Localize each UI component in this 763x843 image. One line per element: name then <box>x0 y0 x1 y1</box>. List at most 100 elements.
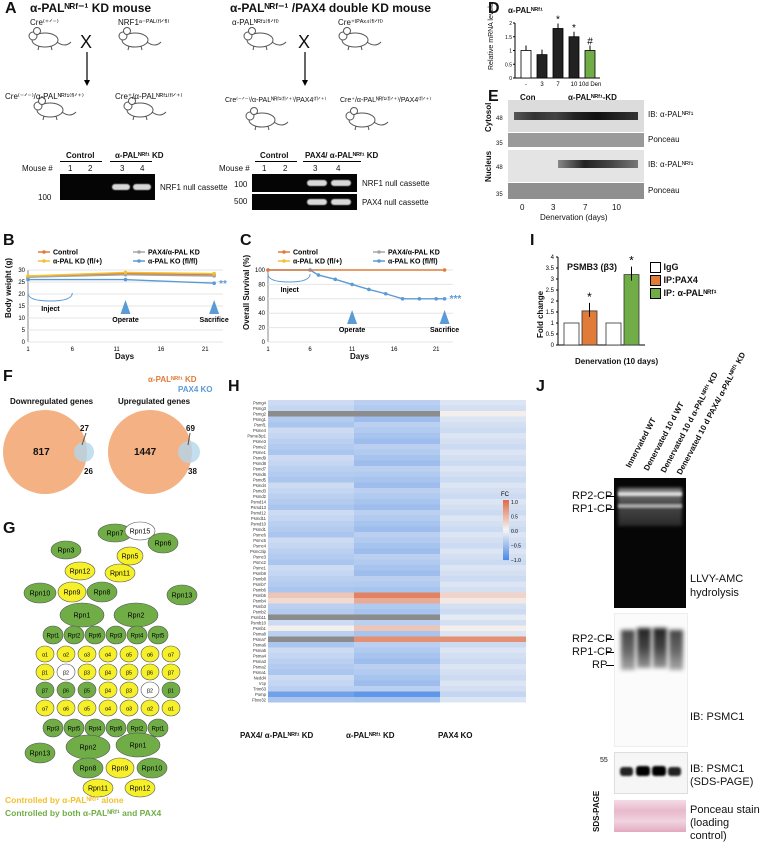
series-point <box>434 297 438 301</box>
heatmap-cell <box>440 537 526 543</box>
proteasome-subunit-label: Rpn10 <box>30 591 51 598</box>
f-up-a: 1447 <box>134 447 157 458</box>
proteasome-subunit <box>119 645 139 663</box>
c-xlabel: Days <box>350 352 370 361</box>
series-point <box>383 291 388 296</box>
heatmap-cell <box>440 686 526 692</box>
proteasome-subunit-label: α6 <box>63 707 69 713</box>
heatmap-scale-cell <box>503 542 509 544</box>
proteasome-subunit <box>161 681 181 699</box>
f-up-title: Upregulated genes <box>118 397 191 406</box>
heatmap-cell <box>354 482 440 488</box>
heatmap-cell <box>354 537 440 543</box>
proteasome-subunit <box>82 778 114 798</box>
heatmap-cell <box>354 697 440 703</box>
proteasome-subunit <box>147 625 169 645</box>
heatmap-cell <box>354 400 440 406</box>
ytick-label: 40 <box>258 311 265 317</box>
heatmap-cell <box>440 493 526 499</box>
f-up-b: 38 <box>188 467 197 476</box>
proteasome-subunit-label: Rpt5 <box>152 634 165 640</box>
heatmap-cell <box>268 488 354 494</box>
heatmap-scale-cell <box>503 519 509 522</box>
heatmap-row-label: Psma7 <box>253 637 267 642</box>
ytick-label: 0 <box>22 340 26 346</box>
heatmap-scale-cell <box>503 527 509 529</box>
f-down-title: Downregulated genes <box>10 397 94 406</box>
lane2-4: 4 <box>336 164 341 173</box>
i-ytick-label: 1 <box>551 321 555 327</box>
pax4-cassette-label: PAX4 null cassette <box>362 198 429 207</box>
heatmap-cell <box>268 697 354 703</box>
d-sig-label: * <box>556 15 560 26</box>
mouse-icon <box>245 107 289 131</box>
heatmap-cell <box>354 477 440 483</box>
heatmap-cell <box>268 603 354 609</box>
heatmap-row-label: Psmb1 <box>253 626 267 631</box>
proteasome-subunit-label: Rpt1 <box>152 727 165 733</box>
heatmap-cell <box>354 592 440 598</box>
parent-cre-pax4: Cre⁺ˡᴾᴬˣ⁴⁽ᶠˡᐟᶠˡ⁾ <box>338 18 383 27</box>
heatmap-cell <box>440 482 526 488</box>
heatmap-cell <box>440 449 526 455</box>
panel-i-label: I <box>530 232 535 249</box>
heatmap-scale-cell <box>503 504 509 507</box>
heatmap-row-label: Psme3ip1 <box>247 434 266 439</box>
proteasome-subunit-label: Rpn15 <box>130 529 151 536</box>
proteasome-subunit-label: Rpn10 <box>142 766 163 773</box>
proteasome-subunit-label: Rpt5 <box>68 727 81 733</box>
heatmap-row-label: Psme4 <box>253 428 267 433</box>
i-ytick-label: 1.5 <box>546 310 555 316</box>
heatmap-cell <box>354 576 440 582</box>
proteasome-subunit <box>98 681 118 699</box>
heatmap-cell <box>354 433 440 439</box>
proteasome-subunit-label: β5 <box>126 671 132 677</box>
heatmap-scale-cell <box>503 528 509 531</box>
ytick-label: 30 <box>18 268 25 274</box>
heatmap-scale-label: −1.0 <box>511 558 521 564</box>
proteasome-subunit-label: α2 <box>147 707 153 713</box>
series-point <box>123 270 128 275</box>
d-bar <box>536 54 548 79</box>
heatmap-cell <box>268 675 354 681</box>
heatmap-cell <box>268 581 354 587</box>
heatmap-scale-label: −0.5 <box>511 544 521 550</box>
heatmap-cell <box>440 460 526 466</box>
heatmap-row-label: Psmg1 <box>253 417 267 422</box>
heatmap-cell <box>440 504 526 510</box>
proteasome-subunit-label: Rpt3 <box>110 634 123 640</box>
heatmap-scale-cell <box>503 558 509 561</box>
e-lane-3: 3 <box>551 203 556 212</box>
j-rp: RP <box>592 659 608 671</box>
heatmap-row-label: Psma4 <box>253 654 267 659</box>
heatmap-cell <box>354 565 440 571</box>
panel-c-label: C <box>240 232 252 249</box>
heatmap-cell <box>268 526 354 532</box>
lane2-2: 2 <box>283 164 288 173</box>
f-down-a: 817 <box>33 447 50 458</box>
panel-e-label: E <box>488 88 499 105</box>
legend-label: Control <box>53 250 78 257</box>
heatmap-cell <box>268 658 354 664</box>
parent-cre: Cre⁽⁺ᐟ⁻⁾ <box>30 18 59 27</box>
proteasome-subunit-label: Rpn12 <box>130 786 151 793</box>
d-xtick-label: 10d Den <box>579 82 602 88</box>
proteasome-subunit <box>147 718 169 738</box>
heatmap-cell <box>354 416 440 422</box>
heatmap-row-label: Psmb6 <box>253 588 267 593</box>
heatmap-scale-cell <box>503 501 509 504</box>
panel-a-mice <box>28 27 389 131</box>
heatmap-cell <box>440 400 526 406</box>
heatmap-cell <box>440 466 526 472</box>
proteasome-subunit <box>50 540 82 560</box>
proteasome-subunit <box>84 625 106 645</box>
d-bar <box>584 50 596 79</box>
proteasome-subunit <box>56 681 76 699</box>
heatmap-cell <box>440 631 526 637</box>
legend-label: PAX4/α-PAL KD <box>388 250 440 257</box>
heatmap-cell <box>354 609 440 615</box>
heatmap-row-label: Psme1 <box>253 450 267 455</box>
ytick-label: 80 <box>258 282 265 288</box>
cross-symbol: X <box>298 32 311 52</box>
parent-nrf1: NRF1ᵃ⁻ᴾᴬᴸ⁽ᶠˡᐟᶠˡ⁾ <box>118 18 170 27</box>
